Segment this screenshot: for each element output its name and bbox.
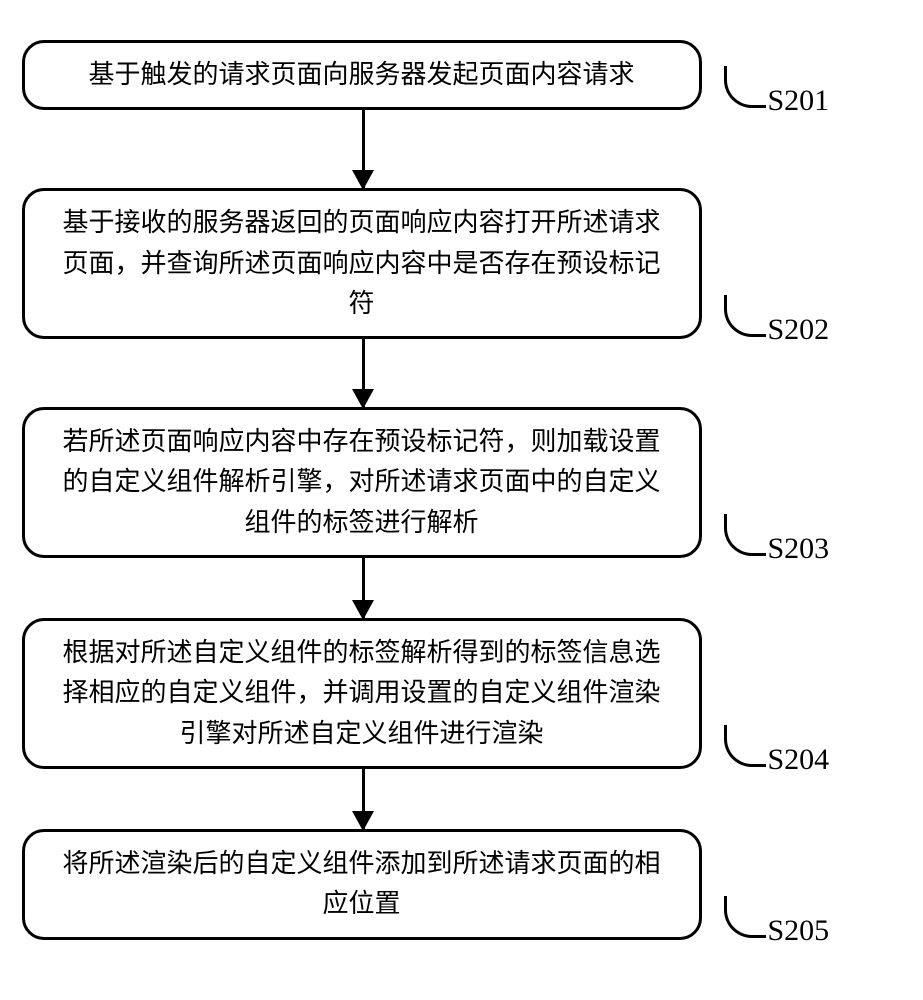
label-hook — [724, 725, 766, 767]
step-label-wrap: S202 — [724, 295, 830, 339]
flowchart-node: 将所述渲染后的自定义组件添加到所述请求页面的相应位置 — [22, 829, 702, 940]
step-label-wrap: S203 — [724, 514, 830, 558]
step-label: S202 — [768, 313, 830, 347]
step-label-wrap: S204 — [724, 725, 830, 769]
arrow-down — [362, 339, 365, 407]
step-label-wrap: S205 — [724, 896, 830, 940]
step-label: S205 — [768, 914, 830, 948]
label-hook — [724, 295, 766, 337]
flowchart-node: 基于接收的服务器返回的页面响应内容打开所述请求页面，并查询所述页面响应内容中是否… — [22, 188, 702, 339]
label-hook — [724, 896, 766, 938]
step-label-wrap: S201 — [724, 66, 830, 110]
flowchart-node: 若所述页面响应内容中存在预设标记符，则加载设置的自定义组件解析引擎，对所述请求页… — [22, 407, 702, 558]
flowchart-row: 根据对所述自定义组件的标签解析得到的标签信息选择相应的自定义组件，并调用设置的自… — [22, 618, 902, 769]
flowchart-row: 基于触发的请求页面向服务器发起页面内容请求 S201 — [22, 40, 902, 110]
step-label: S201 — [768, 84, 830, 118]
arrow-down — [362, 558, 365, 618]
flowchart-node: 根据对所述自定义组件的标签解析得到的标签信息选择相应的自定义组件，并调用设置的自… — [22, 618, 702, 769]
arrow-down — [362, 110, 365, 188]
step-label: S204 — [768, 743, 830, 777]
arrow-down — [362, 769, 365, 829]
label-hook — [724, 66, 766, 108]
flowchart-container: 基于触发的请求页面向服务器发起页面内容请求 S201 基于接收的服务器返回的页面响应… — [22, 40, 902, 940]
label-hook — [724, 514, 766, 556]
flowchart-row: 若所述页面响应内容中存在预设标记符，则加载设置的自定义组件解析引擎，对所述请求页… — [22, 407, 902, 558]
flowchart-row: 基于接收的服务器返回的页面响应内容打开所述请求页面，并查询所述页面响应内容中是否… — [22, 188, 902, 339]
flowchart-row: 将所述渲染后的自定义组件添加到所述请求页面的相应位置 S205 — [22, 829, 902, 940]
step-label: S203 — [768, 532, 830, 566]
flowchart-node: 基于触发的请求页面向服务器发起页面内容请求 — [22, 40, 702, 110]
